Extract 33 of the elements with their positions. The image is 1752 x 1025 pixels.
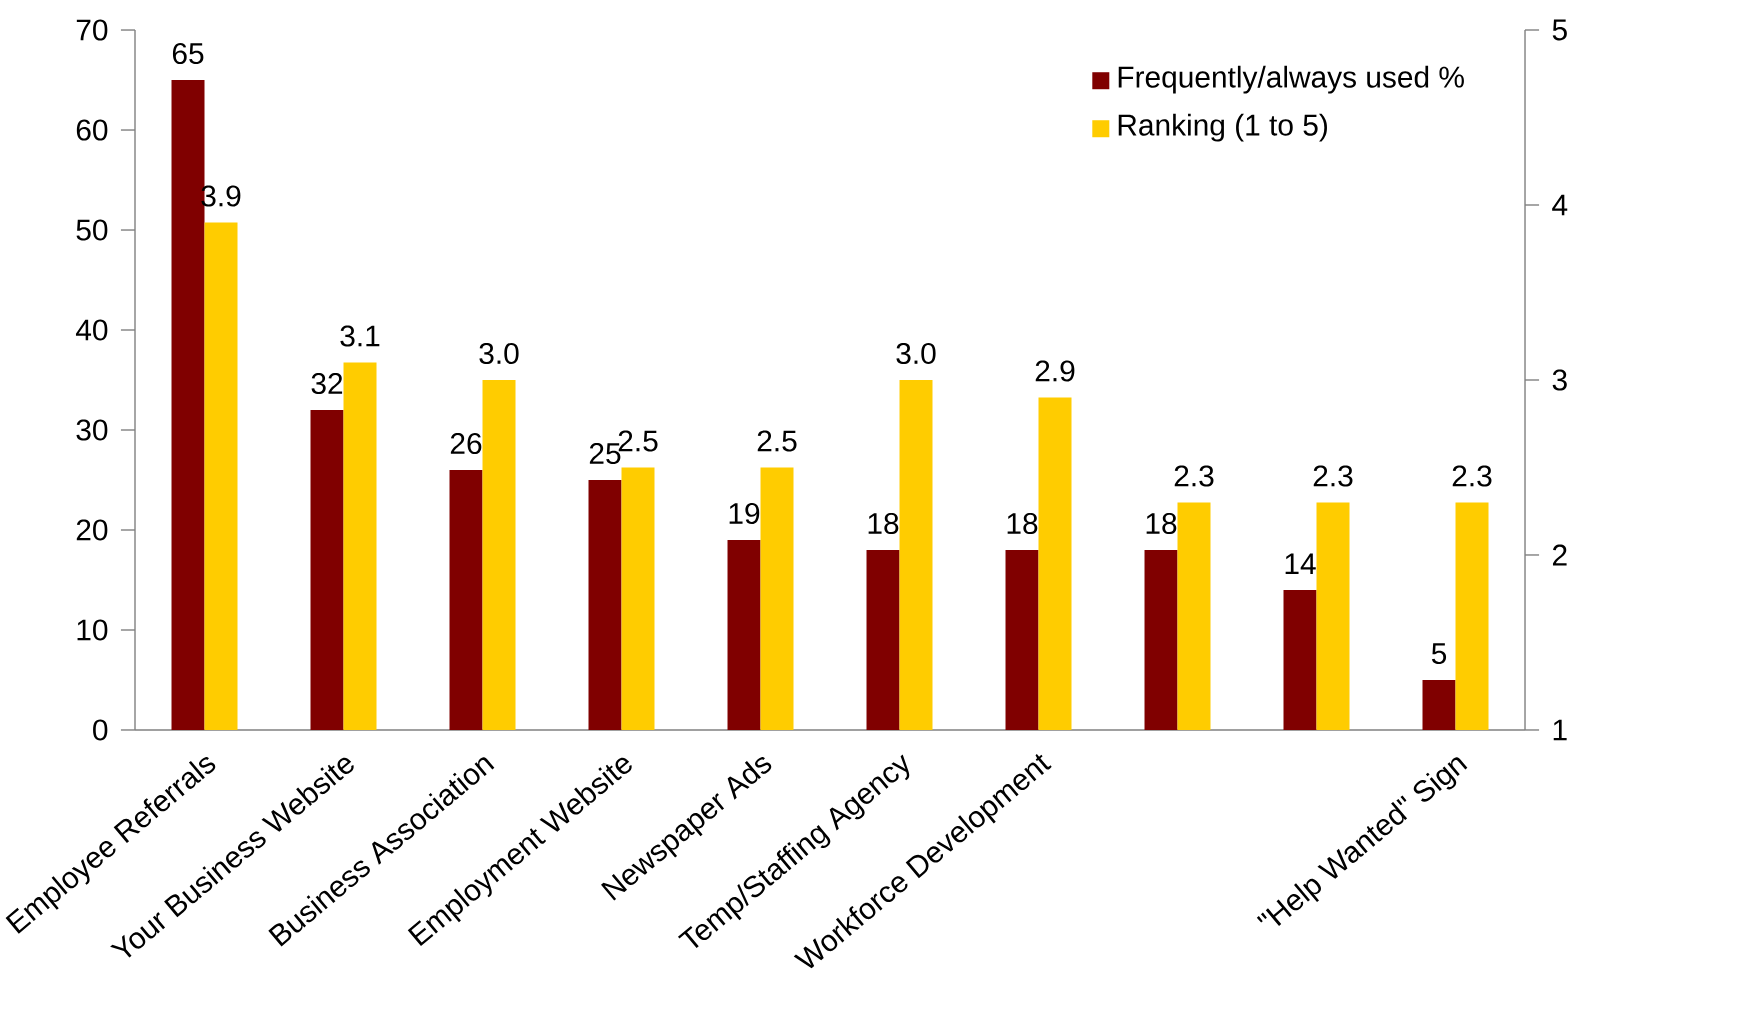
data-label: 2.3 [1452,465,1492,487]
y-tick-label: 70 [76,19,108,41]
data-label: 2.9 [1035,360,1075,382]
data-label: 18 [1007,512,1038,535]
data-label: 5 [1431,643,1447,665]
data-label: 26 [450,432,482,455]
data-label: 3.0 [479,342,519,365]
data-label: 2.3 [1313,465,1353,487]
y2-tick-label: 3 [1552,369,1567,391]
data-label: 19 [729,502,760,525]
legend-label: Frequently/always used % [1118,65,1464,94]
data-label: 65 [172,42,204,65]
y2-tick-label: 4 [1552,194,1568,216]
data-label: 2.3 [1174,465,1214,487]
legend-label: Ranking (1 to 5) [1118,113,1327,142]
data-label: 18 [868,512,899,535]
data-label: 32 [311,372,343,395]
data-label: 14 [1285,553,1316,575]
data-label: 18 [1146,512,1177,535]
y-tick-label: 30 [76,419,108,441]
bar [1422,680,1456,730]
y-tick-label: 60 [76,119,108,141]
data-label: 3.1 [340,325,380,347]
data-label: 2.5 [757,430,797,452]
y-tick-label: 40 [75,319,108,341]
y-tick-label: 20 [76,519,108,541]
y-tick-label: 10 [77,619,108,641]
y2-tick-label: 1 [1553,719,1567,741]
y2-tick-label: 2 [1552,544,1567,566]
y2-tick-label: 5 [1552,19,1567,41]
y-tick-label: 50 [76,219,108,241]
data-label: 3.0 [896,342,936,365]
y-tick-label: 0 [93,719,108,741]
